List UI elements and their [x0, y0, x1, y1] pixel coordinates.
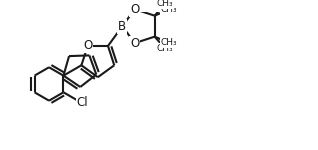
Text: CH₃: CH₃	[161, 5, 177, 14]
Text: CH₃: CH₃	[157, 0, 173, 8]
Text: O: O	[130, 37, 139, 50]
Text: Cl: Cl	[77, 96, 88, 109]
Text: O: O	[130, 3, 139, 16]
Text: CH₃: CH₃	[161, 38, 177, 47]
Text: O: O	[83, 39, 92, 52]
Text: B: B	[118, 20, 127, 33]
Text: CH₃: CH₃	[157, 44, 173, 53]
